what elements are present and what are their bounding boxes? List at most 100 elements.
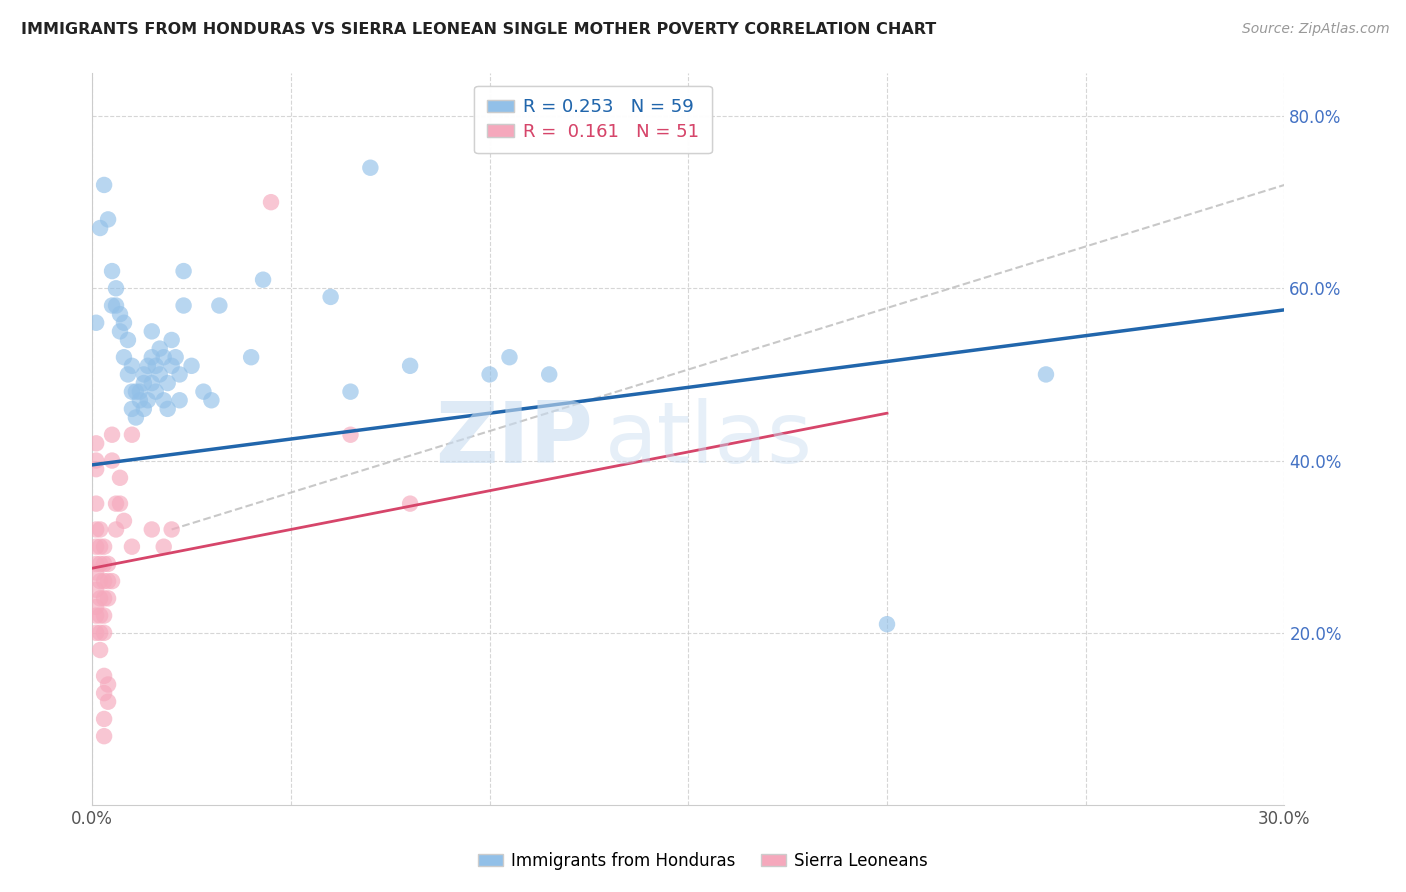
Point <box>101 427 124 442</box>
Point <box>876 617 898 632</box>
Point <box>84 599 107 614</box>
Point <box>89 540 111 554</box>
Point <box>84 462 107 476</box>
Point <box>93 178 115 192</box>
Point <box>89 608 111 623</box>
Point <box>84 540 107 554</box>
Point <box>339 384 361 399</box>
Point <box>538 368 561 382</box>
Point <box>93 540 115 554</box>
Point <box>160 359 183 373</box>
Text: ZIP: ZIP <box>436 398 593 481</box>
Point <box>339 427 361 442</box>
Point <box>97 574 120 589</box>
Point <box>105 523 128 537</box>
Point <box>93 669 115 683</box>
Point <box>208 299 231 313</box>
Point <box>121 427 143 442</box>
Point <box>156 376 179 390</box>
Point <box>93 712 115 726</box>
Point <box>128 384 150 399</box>
Point <box>136 359 159 373</box>
Point <box>173 264 195 278</box>
Point <box>260 195 283 210</box>
Point <box>108 307 131 321</box>
Point <box>84 608 107 623</box>
Point <box>359 161 381 175</box>
Point <box>141 376 163 390</box>
Point <box>84 523 107 537</box>
Point <box>252 273 274 287</box>
Point <box>93 625 115 640</box>
Point <box>132 368 155 382</box>
Point <box>93 729 115 743</box>
Point <box>117 368 139 382</box>
Point <box>89 557 111 571</box>
Legend: R = 0.253   N = 59, R =  0.161   N = 51: R = 0.253 N = 59, R = 0.161 N = 51 <box>474 86 711 153</box>
Text: IMMIGRANTS FROM HONDURAS VS SIERRA LEONEAN SINGLE MOTHER POVERTY CORRELATION CHA: IMMIGRANTS FROM HONDURAS VS SIERRA LEONE… <box>21 22 936 37</box>
Point <box>149 368 172 382</box>
Point <box>101 453 124 467</box>
Point <box>165 350 187 364</box>
Point <box>97 677 120 691</box>
Point <box>125 410 148 425</box>
Point <box>105 281 128 295</box>
Point <box>112 316 135 330</box>
Text: atlas: atlas <box>605 398 813 481</box>
Point <box>128 393 150 408</box>
Point <box>84 316 107 330</box>
Point <box>108 324 131 338</box>
Point <box>93 608 115 623</box>
Point <box>152 393 174 408</box>
Point <box>105 299 128 313</box>
Text: Source: ZipAtlas.com: Source: ZipAtlas.com <box>1241 22 1389 37</box>
Point <box>173 299 195 313</box>
Point <box>121 540 143 554</box>
Legend: Immigrants from Honduras, Sierra Leoneans: Immigrants from Honduras, Sierra Leonean… <box>471 846 935 877</box>
Point <box>101 574 124 589</box>
Point <box>125 384 148 399</box>
Point <box>141 350 163 364</box>
Point <box>180 359 202 373</box>
Point <box>200 393 222 408</box>
Point <box>1035 368 1057 382</box>
Point <box>97 591 120 606</box>
Point <box>108 497 131 511</box>
Point <box>93 591 115 606</box>
Point <box>145 359 167 373</box>
Point <box>89 574 111 589</box>
Point <box>136 393 159 408</box>
Point <box>121 384 143 399</box>
Point <box>84 453 107 467</box>
Point <box>84 625 107 640</box>
Point <box>89 625 111 640</box>
Point <box>193 384 215 399</box>
Point <box>105 497 128 511</box>
Point <box>141 523 163 537</box>
Point <box>89 523 111 537</box>
Point <box>145 384 167 399</box>
Point <box>117 333 139 347</box>
Point <box>101 299 124 313</box>
Point <box>97 557 120 571</box>
Point <box>84 557 107 571</box>
Point <box>84 497 107 511</box>
Point <box>319 290 342 304</box>
Point <box>399 359 422 373</box>
Point <box>132 376 155 390</box>
Point <box>112 514 135 528</box>
Point <box>84 566 107 580</box>
Point <box>132 401 155 416</box>
Point <box>84 436 107 450</box>
Point <box>89 643 111 657</box>
Point <box>101 264 124 278</box>
Point <box>89 591 111 606</box>
Point <box>89 221 111 235</box>
Point <box>169 393 191 408</box>
Point <box>84 582 107 597</box>
Point <box>97 695 120 709</box>
Point <box>121 401 143 416</box>
Point <box>112 350 135 364</box>
Point <box>478 368 501 382</box>
Point <box>156 401 179 416</box>
